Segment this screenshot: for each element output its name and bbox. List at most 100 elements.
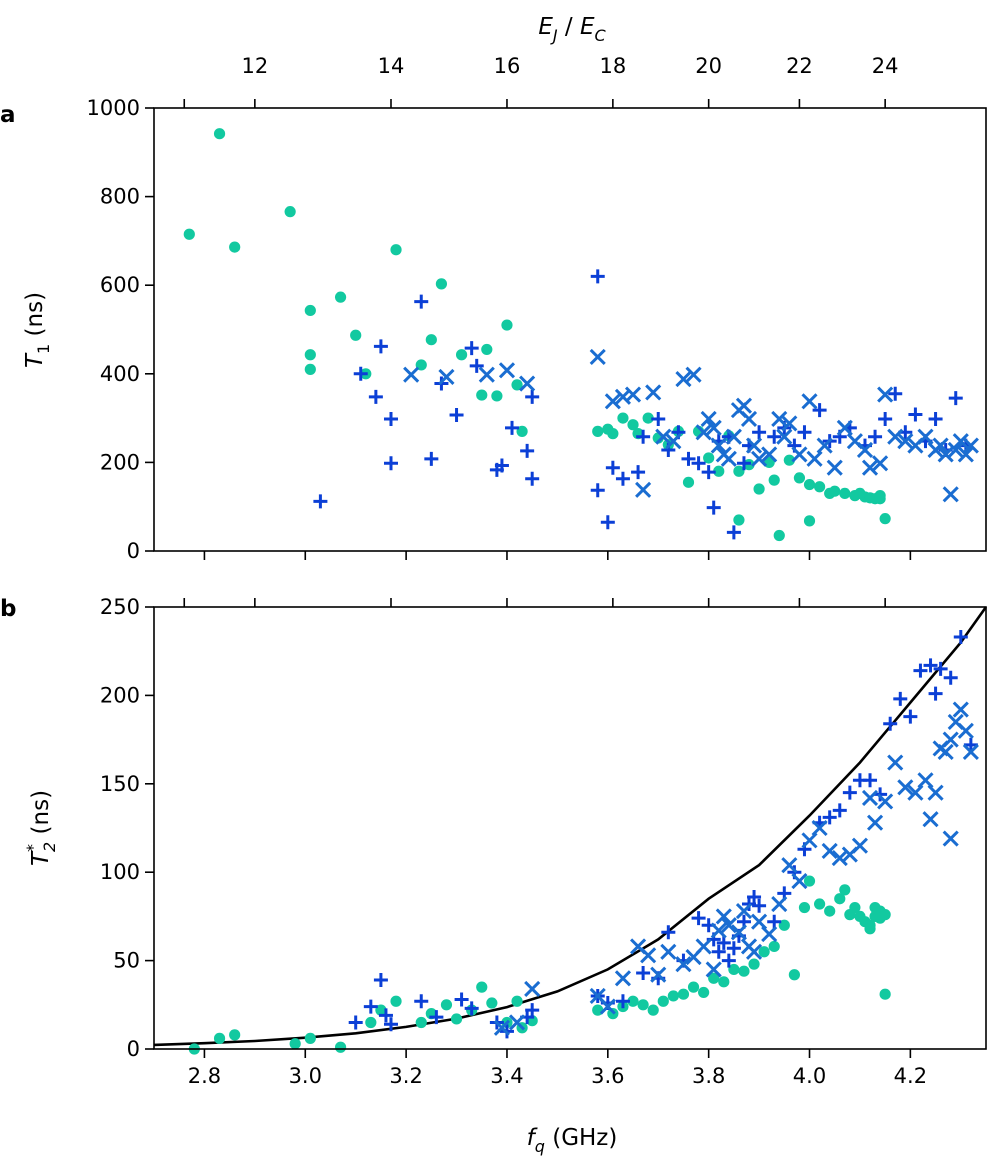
plus-point xyxy=(736,456,751,471)
cross-point xyxy=(776,428,793,445)
circle-point xyxy=(350,329,362,341)
cross-point xyxy=(872,455,889,472)
cross-point xyxy=(962,437,979,454)
circle-point xyxy=(768,474,780,486)
cross-point xyxy=(685,366,702,383)
circle-point xyxy=(682,476,695,488)
cross-point xyxy=(599,998,616,1015)
cross-point xyxy=(806,450,823,467)
plus-point xyxy=(943,670,958,685)
plus-point xyxy=(414,994,429,1009)
circle-point xyxy=(839,884,851,896)
cross-point xyxy=(650,966,667,983)
circle-point xyxy=(748,958,760,970)
top-x-tick-label: 20 xyxy=(695,54,722,78)
circle-point xyxy=(607,428,619,440)
plus-point xyxy=(615,994,630,1009)
plus-point xyxy=(923,658,938,673)
cross-point xyxy=(917,772,934,789)
plus-point xyxy=(494,458,509,473)
cross-point xyxy=(791,446,808,463)
circle-point xyxy=(390,995,402,1007)
cross-point xyxy=(645,384,662,401)
cross-point xyxy=(705,419,722,436)
x-tick-label: 2.8 xyxy=(188,1064,221,1088)
circle-point xyxy=(486,997,498,1009)
circle-point xyxy=(637,999,649,1011)
plus-point xyxy=(767,914,782,929)
cross-point xyxy=(705,961,722,978)
panel-b-frame xyxy=(153,606,987,1050)
circle-point xyxy=(476,981,488,993)
cross-point xyxy=(751,913,768,930)
plus-point xyxy=(414,294,429,309)
cross-point xyxy=(735,903,753,920)
cross-point xyxy=(942,486,959,503)
plus-point xyxy=(883,716,898,731)
circle-point xyxy=(229,241,241,253)
cross-point xyxy=(761,926,778,943)
plus-point xyxy=(525,389,540,404)
cross-point xyxy=(801,832,818,849)
plus-point xyxy=(464,1001,479,1016)
cross-point xyxy=(761,446,778,463)
plus-point xyxy=(383,456,398,471)
plus-point xyxy=(747,889,762,904)
circle-point xyxy=(476,389,488,401)
plus-point xyxy=(822,810,837,825)
circle-point xyxy=(703,452,715,464)
circle-point xyxy=(657,995,669,1007)
cross-point xyxy=(942,731,959,748)
cross-point xyxy=(710,437,727,454)
y-tick-label: 200 xyxy=(100,683,140,707)
cross-point xyxy=(740,410,758,428)
cross-point xyxy=(720,450,737,467)
x-tick-label: 3.6 xyxy=(591,1064,624,1088)
circle-point xyxy=(814,898,826,910)
plus-point xyxy=(752,425,767,440)
x-tick-label: 3.2 xyxy=(389,1064,422,1088)
circle-point xyxy=(718,976,730,988)
circle-point xyxy=(304,349,316,361)
plus-point xyxy=(600,515,615,530)
circle-point xyxy=(783,454,795,466)
plus-point xyxy=(424,451,439,466)
cross-point xyxy=(498,362,516,379)
circle-point xyxy=(435,278,448,290)
circle-point xyxy=(450,1013,463,1025)
cross-point xyxy=(745,437,763,454)
circle-point xyxy=(516,425,528,437)
cross-point xyxy=(604,393,621,410)
circle-point xyxy=(284,206,296,218)
circle-point xyxy=(879,988,891,1000)
x-tick-label: 3.0 xyxy=(289,1064,322,1088)
cross-point xyxy=(877,793,894,810)
plus-point xyxy=(681,451,696,466)
circle-point xyxy=(481,343,493,356)
circle-point xyxy=(803,515,816,527)
cross-point xyxy=(826,459,843,476)
cross-point xyxy=(624,386,642,403)
circle-point xyxy=(511,995,523,1007)
top-x-tick-label: 18 xyxy=(599,54,626,78)
cross-point xyxy=(867,814,884,831)
circle-point xyxy=(592,425,604,437)
circle-point xyxy=(183,228,195,240)
panel-b: b T*2 (ns) 0 50 100 150 200 250 2.8 3.0 3.2 3.4 3.… xyxy=(0,595,988,1088)
circle-point xyxy=(708,972,720,984)
cross-point xyxy=(861,459,879,476)
plus-point xyxy=(752,898,767,913)
circle-point xyxy=(677,988,690,1000)
plus-point xyxy=(948,391,963,406)
cross-point xyxy=(493,1019,510,1036)
circle-point xyxy=(390,244,402,256)
circle-point xyxy=(733,465,745,477)
circle-point xyxy=(793,472,806,484)
plus-point xyxy=(903,709,918,724)
circle-point xyxy=(213,1032,226,1044)
circle-point xyxy=(788,969,800,981)
circle-point xyxy=(768,940,780,953)
plus-point xyxy=(373,339,388,354)
circle-point xyxy=(834,893,846,905)
cross-point xyxy=(937,743,954,761)
